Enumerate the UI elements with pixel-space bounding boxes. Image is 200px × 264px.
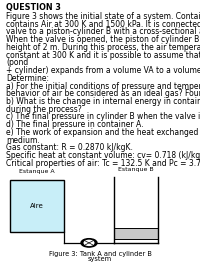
Text: Estanque A: Estanque A <box>19 169 55 174</box>
Text: a) For the initial conditions of pressure and temperature, can the: a) For the initial conditions of pressur… <box>6 82 200 91</box>
Text: e) The work of expansion and the heat exchanged with the: e) The work of expansion and the heat ex… <box>6 128 200 137</box>
Text: Specific heat at constant volume: cv= 0.718 (kJ/kg · K).: Specific heat at constant volume: cv= 0.… <box>6 151 200 160</box>
Text: Critical properties of air: Tc = 132.5 K and Pc = 3.77 MPa: Critical properties of air: Tc = 132.5 K… <box>6 159 200 168</box>
Text: Estanque B: Estanque B <box>118 167 154 172</box>
Text: c) The final pressure in cylinder B when the valve is closed.: c) The final pressure in cylinder B when… <box>6 112 200 121</box>
Text: height of 2 m. During this process, the air temperature is kept: height of 2 m. During this process, the … <box>6 43 200 52</box>
Text: system: system <box>88 256 112 262</box>
Circle shape <box>84 240 94 246</box>
Text: (pond: (pond <box>6 58 28 67</box>
Text: When the valve is opened, the piston of cylinder B slowly rises to a: When the valve is opened, the piston of … <box>6 35 200 44</box>
Text: during the process?: during the process? <box>6 105 82 114</box>
Text: Figure 3 shows the initial state of a system. Container A of 1 m3: Figure 3 shows the initial state of a sy… <box>6 12 200 21</box>
Text: Figure 3: Tank A and cylinder B: Figure 3: Tank A and cylinder B <box>49 251 151 257</box>
Text: valve to a piston-cylinder B with a cross-sectional area of 0.1 m2.: valve to a piston-cylinder B with a cros… <box>6 27 200 36</box>
Text: Aire: Aire <box>30 203 44 209</box>
Text: Gas constant: R = 0.2870 kJ/kgK.: Gas constant: R = 0.2870 kJ/kgK. <box>6 143 133 152</box>
Text: b) What is the change in internal energy in containers A and B: b) What is the change in internal energy… <box>6 97 200 106</box>
Text: d) The final pressure in container A.: d) The final pressure in container A. <box>6 120 144 129</box>
Bar <box>10 180 64 232</box>
Text: + cylinder) expands from a volume VA to a volume (VA + VB).: + cylinder) expands from a volume VA to … <box>6 66 200 75</box>
Text: QUESTION 3: QUESTION 3 <box>6 3 61 12</box>
Bar <box>114 228 158 239</box>
Text: constant at 300 K and it is possible to assume that the entire system: constant at 300 K and it is possible to … <box>6 51 200 60</box>
Text: Determine:: Determine: <box>6 74 49 83</box>
Text: medium.: medium. <box>6 136 40 145</box>
Circle shape <box>81 239 97 247</box>
Text: contains Air at 300 K and 1500 kPa. It is connected through a: contains Air at 300 K and 1500 kPa. It i… <box>6 20 200 29</box>
Text: behavior of air be considered as an ideal gas? Foundation.: behavior of air be considered as an idea… <box>6 89 200 98</box>
